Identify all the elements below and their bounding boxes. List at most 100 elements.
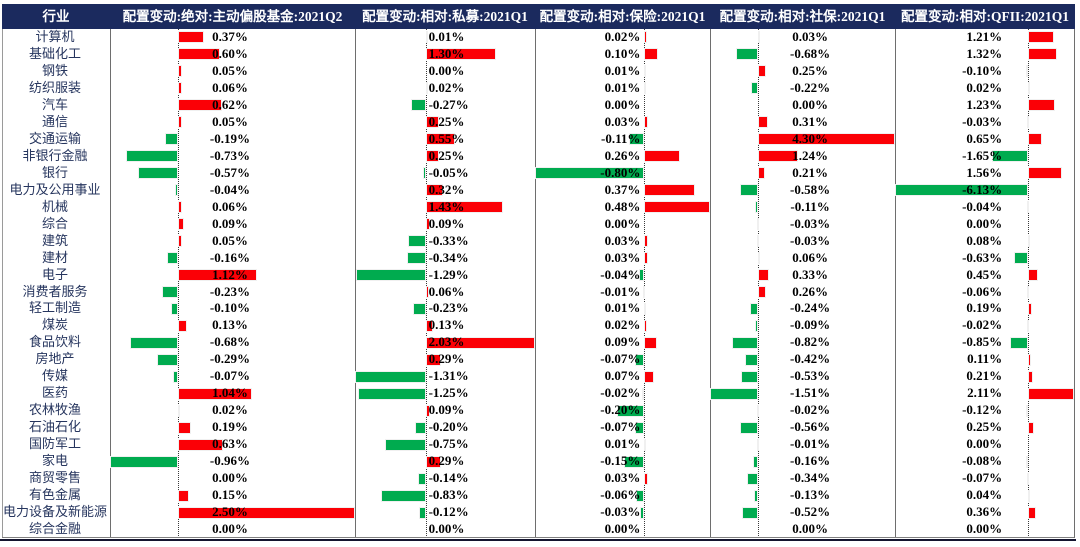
column-separator-line [895, 29, 896, 538]
industry-label: 通信 [41, 113, 68, 129]
negative-bar [751, 82, 759, 95]
positive-bar [758, 167, 765, 180]
value-label: 0.32% [428, 181, 465, 197]
industry-label: 综合金融 [28, 521, 81, 537]
value-label: -0.12% [962, 402, 1003, 418]
positive-bar [1028, 167, 1063, 180]
value-label: -0.07% [600, 351, 641, 367]
value-label: 0.05% [212, 62, 248, 78]
positive-bar [425, 150, 440, 163]
value-label: 0.21% [792, 164, 828, 180]
industry-label: 轻工制造 [28, 300, 81, 316]
header-panel-private-funds: 配置变动:相对:私募:2021Q1 [362, 9, 528, 24]
value-label: 0.19% [212, 419, 248, 435]
value-label: 0.05% [212, 113, 248, 129]
value-label: 0.31% [792, 113, 828, 129]
industry-label: 钢铁 [41, 62, 68, 78]
industry-label: 电力设备及新能源 [2, 504, 107, 520]
value-label: 0.09% [604, 334, 641, 350]
value-label: -0.11% [601, 130, 641, 146]
negative-bar [380, 489, 426, 502]
negative-bar [992, 150, 1029, 163]
value-label: 0.06% [212, 198, 248, 214]
zero-axis-line [644, 29, 646, 538]
positive-bar [1028, 31, 1055, 44]
value-label: 0.36% [966, 504, 1003, 520]
value-label: 0.01% [428, 29, 465, 44]
industry-label: 基础化工 [28, 45, 81, 61]
value-label: 0.00% [792, 521, 828, 537]
positive-bar [177, 387, 252, 400]
positive-bar [644, 252, 649, 265]
negative-bar [739, 184, 759, 197]
column-separator-line [110, 29, 111, 538]
value-label: 0.02% [428, 79, 465, 95]
positive-bar [758, 269, 769, 282]
positive-bar [644, 302, 647, 315]
positive-bar [425, 353, 442, 366]
value-label: 0.45% [966, 266, 1003, 282]
value-label: 0.13% [212, 317, 248, 333]
industry-label: 家电 [41, 453, 68, 469]
industry-label: 机械 [41, 198, 68, 214]
value-label: 1.32% [966, 45, 1003, 61]
value-label: -0.10% [962, 62, 1003, 78]
value-label: 0.06% [792, 249, 828, 265]
positive-bar [425, 218, 431, 231]
value-label: -0.10% [209, 300, 251, 316]
positive-bar [177, 116, 182, 129]
negative-bar [175, 184, 178, 197]
positive-bar [1028, 82, 1031, 95]
value-label: 0.33% [792, 266, 828, 282]
negative-bar [756, 218, 759, 231]
positive-bar [425, 82, 428, 95]
value-label: 0.26% [604, 147, 641, 163]
industry-label: 医药 [41, 385, 68, 401]
positive-bar [425, 455, 442, 468]
positive-bar [644, 150, 680, 163]
value-label: 0.04% [966, 487, 1003, 503]
industry-label: 消费者服务 [22, 283, 88, 299]
value-label: -0.03% [790, 215, 831, 231]
negative-bar [137, 167, 178, 180]
value-label: 0.02% [604, 317, 641, 333]
positive-bar [758, 150, 798, 163]
value-label: 1.43% [428, 198, 465, 214]
value-label: 0.00% [212, 521, 248, 537]
positive-bar [644, 336, 657, 349]
value-label: 0.02% [604, 29, 641, 44]
value-label: -0.06% [962, 283, 1003, 299]
negative-bar [741, 506, 759, 519]
value-label: -0.07% [600, 419, 641, 435]
negative-bar [731, 336, 759, 349]
positive-bar [644, 65, 647, 78]
industry-label: 石油石化 [28, 419, 81, 435]
value-label: 0.03% [604, 470, 641, 486]
value-label: 0.55% [428, 130, 465, 146]
industry-label: 有色金属 [28, 487, 81, 503]
zero-axis-line [758, 29, 760, 538]
value-label: 0.60% [212, 45, 248, 61]
negative-bar [1026, 472, 1029, 485]
value-label: -0.80% [600, 164, 641, 180]
positive-bar [1028, 421, 1034, 434]
value-label: -0.04% [209, 181, 251, 197]
industry-label: 农林牧渔 [28, 402, 81, 418]
positive-bar [1028, 370, 1033, 383]
value-label: -0.01% [790, 436, 831, 452]
negative-bar [1026, 201, 1029, 214]
industry-label: 电力及公用事业 [9, 181, 101, 197]
value-label: 0.25% [428, 113, 465, 129]
negative-bar [1026, 116, 1029, 129]
value-label: -0.24% [790, 300, 831, 316]
column-separator-line [355, 29, 356, 538]
negative-bar [754, 201, 759, 214]
positive-bar [177, 99, 222, 112]
header-industry-column: 行业 [42, 9, 70, 24]
value-label: -0.27% [428, 96, 469, 112]
zero-axis-line [425, 29, 427, 538]
positive-bar [1028, 302, 1033, 315]
positive-bar [1028, 133, 1043, 146]
positive-bar [644, 116, 649, 129]
positive-bar [1028, 269, 1038, 282]
